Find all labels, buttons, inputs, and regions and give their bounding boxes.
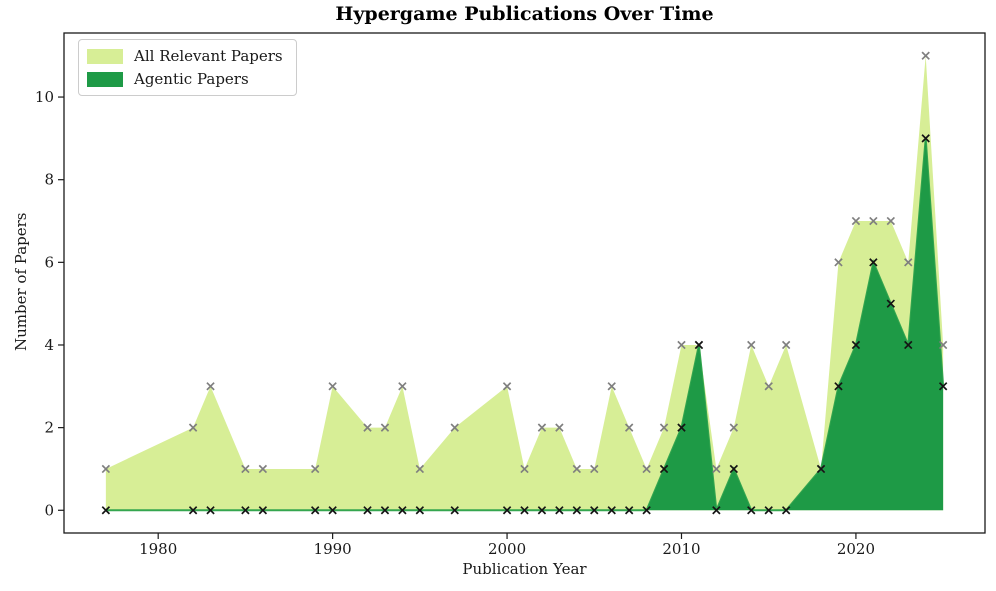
marker-all-relevant	[188, 423, 198, 432]
marker-agentic	[904, 340, 913, 350]
marker-agentic	[712, 506, 721, 515]
marker-agentic	[851, 340, 861, 350]
marker-agentic	[258, 506, 268, 515]
marker-agentic	[886, 299, 896, 308]
marker-agentic	[834, 382, 843, 391]
legend-label-all-papers: All Relevant Papers	[134, 47, 283, 65]
marker-all-relevant	[398, 382, 407, 391]
marker-all-relevant	[380, 423, 390, 432]
area-agentic-papers	[105, 138, 944, 511]
marker-all-relevant	[712, 464, 721, 474]
marker-agentic	[188, 506, 198, 515]
marker-agentic	[450, 506, 459, 515]
x-tick-label: 1980	[139, 540, 177, 558]
marker-agentic	[590, 506, 599, 515]
y-tick-label: 8	[44, 171, 54, 189]
marker-agentic	[310, 506, 320, 515]
legend: All Relevant Papers Agentic Papers	[78, 39, 297, 96]
marker-agentic	[206, 506, 215, 515]
marker-all-relevant	[555, 423, 564, 432]
marker-all-relevant	[537, 423, 547, 432]
marker-agentic	[607, 506, 616, 515]
marker-agentic	[869, 258, 878, 267]
marker-agentic	[363, 506, 372, 515]
chart-title: Hypergame Publications Over Time	[335, 3, 714, 25]
marker-agentic	[380, 506, 390, 515]
marker-agentic	[921, 134, 930, 143]
x-tick-label: 2020	[837, 540, 875, 558]
legend-swatch-agentic-papers	[87, 71, 123, 87]
marker-agentic	[537, 506, 547, 515]
marker-agentic	[101, 506, 111, 515]
marker-agentic	[764, 506, 773, 515]
marker-agentic	[328, 506, 337, 515]
marker-agentic	[572, 506, 582, 515]
marker-agentic	[747, 506, 756, 515]
legend-item-agentic-papers: Agentic Papers	[87, 71, 283, 87]
marker-all-relevant	[764, 382, 773, 391]
marker-all-relevant	[258, 464, 268, 474]
y-axis-label: Number of Papers	[12, 212, 30, 352]
x-tick-label: 1990	[314, 540, 352, 558]
legend-item-all-papers: All Relevant Papers	[87, 48, 283, 64]
y-tick-label: 10	[35, 88, 54, 106]
y-tick-label: 2	[44, 419, 54, 437]
marker-all-relevant	[502, 382, 512, 391]
marker-agentic	[816, 464, 826, 474]
x-axis-label: Publication Year	[462, 560, 587, 578]
marker-agentic	[398, 506, 407, 515]
marker-agentic	[241, 506, 250, 515]
marker-all-relevant	[450, 423, 459, 432]
marker-all-relevant	[520, 464, 529, 474]
plot-border	[63, 32, 986, 534]
marker-agentic	[415, 506, 425, 515]
marker-agentic	[677, 423, 686, 432]
marker-all-relevant	[607, 382, 616, 391]
marker-all-relevant	[310, 464, 320, 474]
y-tick-label: 4	[44, 336, 54, 354]
marker-agentic	[781, 506, 791, 515]
marker-agentic	[555, 506, 564, 515]
marker-agentic	[938, 382, 948, 391]
marker-all-relevant	[938, 340, 948, 350]
marker-all-relevant	[834, 258, 843, 267]
marker-all-relevant	[747, 340, 756, 350]
marker-all-relevant	[101, 464, 111, 474]
y-tick-label: 6	[44, 253, 54, 271]
marker-all-relevant	[590, 464, 599, 474]
marker-agentic	[642, 506, 651, 515]
marker-all-relevant	[904, 258, 913, 267]
marker-agentic	[520, 506, 529, 515]
marker-all-relevant	[677, 340, 686, 350]
marker-agentic	[694, 340, 704, 350]
marker-all-relevant	[642, 464, 651, 474]
marker-all-relevant	[851, 216, 861, 226]
y-tick-label: 0	[44, 501, 54, 519]
legend-swatch-all-papers	[87, 48, 123, 64]
marker-agentic	[659, 464, 669, 474]
marker-all-relevant	[781, 340, 791, 350]
marker-all-relevant	[659, 423, 669, 432]
marker-all-relevant	[886, 216, 896, 226]
x-tick-label: 2000	[488, 540, 526, 558]
marker-agentic	[729, 464, 739, 474]
marker-agentic	[502, 506, 512, 515]
x-tick-label: 2010	[662, 540, 700, 558]
marker-all-relevant	[241, 464, 250, 474]
marker-all-relevant	[729, 423, 739, 432]
marker-all-relevant	[328, 382, 337, 391]
marker-all-relevant	[572, 464, 582, 474]
marker-all-relevant	[869, 216, 878, 226]
marker-all-relevant	[206, 382, 215, 391]
marker-all-relevant	[415, 464, 425, 474]
area-all-relevant-papers	[105, 55, 944, 511]
marker-all-relevant	[921, 51, 930, 60]
marker-agentic	[624, 506, 634, 515]
marker-all-relevant	[363, 423, 372, 432]
marker-all-relevant	[624, 423, 634, 432]
legend-label-agentic-papers: Agentic Papers	[134, 70, 249, 88]
